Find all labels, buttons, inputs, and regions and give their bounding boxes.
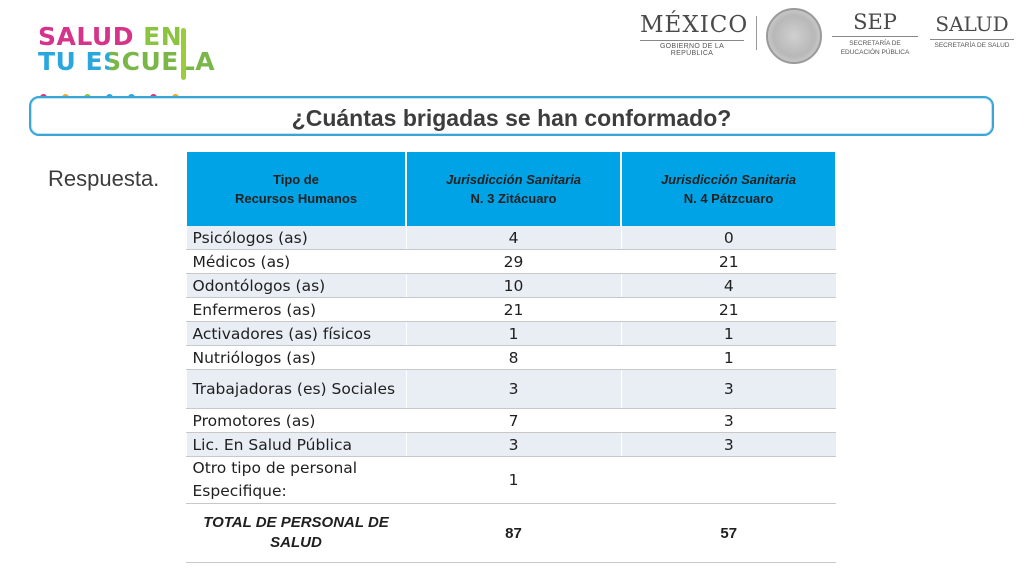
- header-tipo: Tipo de Recursos Humanos: [185, 152, 407, 226]
- row-value-j4: 0: [620, 226, 836, 250]
- row-label: Promotores (as): [185, 408, 406, 433]
- row-value-j3: 10: [405, 273, 621, 298]
- table-row: Psicólogos (as) 4 0: [185, 226, 836, 250]
- row-value-j4: 4: [620, 273, 836, 298]
- row-value-j4: 21: [620, 249, 836, 274]
- header-j3-line1: Jurisdicción Sanitaria: [445, 172, 582, 187]
- salud-logo: SALUD SECRETARÍA DE SALUD: [930, 12, 1014, 49]
- row-value-j3: 3: [405, 369, 621, 409]
- row-label-line1: Otro tipo de personal: [192, 459, 358, 477]
- table-row: Odontólogos (as) 10 4: [185, 273, 836, 298]
- row-label: Nutriólogos (as): [185, 345, 406, 370]
- row-label: Trabajadoras (es) Sociales: [185, 369, 406, 409]
- row-value-j3: 1: [405, 456, 621, 504]
- salud-en-tu-escuela-logo: SALUD EN TU ESCUELA: [36, 22, 215, 101]
- sep-logo-title: SEP: [853, 10, 897, 34]
- total-value-j3: 87: [405, 503, 621, 563]
- logo-line2: TU ESCUELA: [38, 47, 216, 76]
- sep-logo-subtitle-line2: EDUCACIÓN PÚBLICA: [840, 49, 910, 56]
- row-value-j3: 21: [405, 297, 621, 322]
- table-row: Enfermeros (as) 21 21: [185, 297, 836, 322]
- logo-en-word: EN: [133, 22, 183, 51]
- table-row: Lic. En Salud Pública 3 3: [185, 432, 836, 457]
- sep-logo-subtitle: SECRETARÍA DE EDUCACIÓN PÚBLICA: [832, 36, 918, 57]
- national-seal-icon: [766, 8, 822, 64]
- row-label: Odontólogos (as): [185, 273, 406, 298]
- row-label: Lic. En Salud Pública: [185, 432, 406, 457]
- header-tipo-line2: Recursos Humanos: [234, 191, 358, 206]
- total-label-line1: TOTAL DE PERSONAL DE: [203, 514, 389, 531]
- row-value-j3: 1: [405, 321, 621, 346]
- row-value-j4: 1: [620, 345, 836, 370]
- row-label: Enfermeros (as): [185, 297, 406, 322]
- header-jurisdiccion-4: Jurisdicción Sanitaria N. 4 Pátzcuaro: [620, 152, 837, 226]
- header-j4-line1: Jurisdicción Sanitaria: [660, 172, 797, 187]
- salud-logo-title: SALUD: [935, 12, 1009, 36]
- row-value-j3: 29: [405, 249, 621, 274]
- total-label: TOTAL DE PERSONAL DE SALUD: [185, 503, 406, 563]
- total-value-j4: 57: [620, 503, 836, 563]
- row-label: Psicólogos (as): [185, 226, 406, 250]
- row-label: Activadores (as) físicos: [185, 321, 406, 346]
- table-row: Nutriólogos (as) 8 1: [185, 345, 836, 370]
- page-title: ¿Cuántas brigadas se han conformado?: [291, 105, 732, 131]
- row-value-j3: 7: [405, 408, 621, 433]
- table-header-row: Tipo de Recursos Humanos Jurisdicción Sa…: [185, 152, 837, 226]
- row-value-j4: [620, 456, 836, 504]
- mexico-logo: MÉXICO GOBIERNO DE LA REPÚBLICA: [640, 12, 749, 57]
- header-tipo-line1: Tipo de: [273, 172, 319, 187]
- row-value-j3: 8: [405, 345, 621, 370]
- row-value-j3: 3: [405, 432, 621, 457]
- header-divider: [756, 16, 757, 50]
- respuesta-label: Respuesta.: [48, 166, 160, 191]
- row-value-j4: 3: [620, 408, 836, 433]
- row-label: Otro tipo de personal Especifique:: [185, 456, 406, 504]
- header-j3-line2: N. 3 Zitácuaro: [470, 191, 557, 206]
- row-value-j4: 1: [620, 321, 836, 346]
- table-row: Activadores (as) físicos 1 1: [185, 321, 836, 346]
- sep-logo-subtitle-line1: SECRETARÍA DE: [849, 40, 901, 47]
- mexico-logo-title: MÉXICO: [640, 12, 749, 38]
- header-jurisdiccion-3: Jurisdicción Sanitaria N. 3 Zitácuaro: [405, 152, 622, 226]
- header-j4-line2: N. 4 Pátzcuaro: [683, 191, 774, 206]
- sep-logo: SEP SECRETARÍA DE EDUCACIÓN PÚBLICA: [832, 10, 918, 57]
- row-value-j3: 4: [405, 226, 621, 250]
- row-value-j4: 21: [620, 297, 836, 322]
- row-label-line2: Especifique:: [192, 482, 287, 500]
- row-label: Médicos (as): [185, 249, 406, 274]
- row-value-j4: 3: [620, 432, 836, 457]
- logo-salud-word: SALUD: [38, 22, 134, 51]
- personnel-table: Tipo de Recursos Humanos Jurisdicción Sa…: [185, 152, 837, 563]
- logo-bar: [181, 28, 186, 80]
- row-value-j4: 3: [620, 369, 836, 409]
- table-row: Médicos (as) 29 21: [185, 249, 836, 274]
- table-row: Promotores (as) 7 3: [185, 408, 836, 433]
- table-row: Trabajadoras (es) Sociales 3 3: [185, 369, 836, 409]
- title-banner: ¿Cuántas brigadas se han conformado?: [29, 96, 994, 136]
- table-row: Otro tipo de personal Especifique: 1: [185, 456, 836, 504]
- salud-logo-subtitle: SECRETARÍA DE SALUD: [930, 39, 1014, 49]
- logo-line1: SALUD EN: [38, 22, 182, 51]
- table-total-row: TOTAL DE PERSONAL DE SALUD 87 57: [185, 503, 836, 563]
- mexico-logo-subtitle: GOBIERNO DE LA REPÚBLICA: [640, 40, 744, 57]
- total-label-line2: SALUD: [270, 534, 322, 551]
